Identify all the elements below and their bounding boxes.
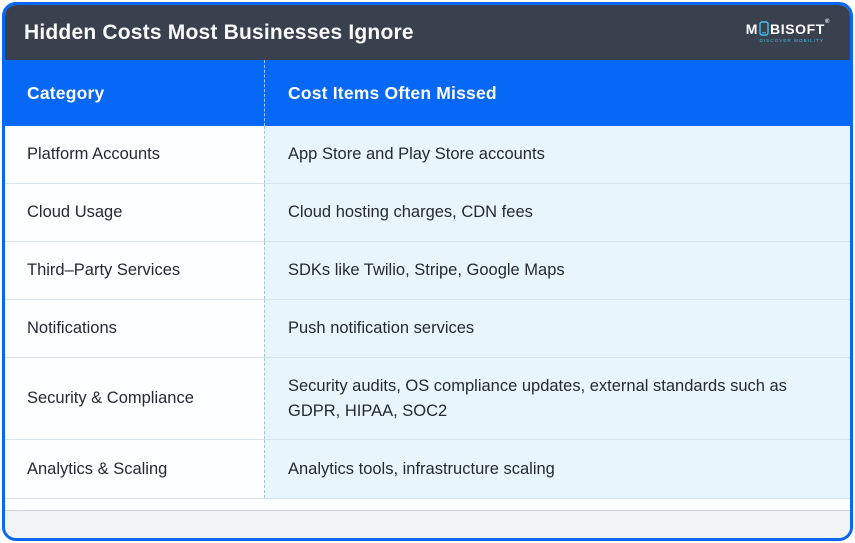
category-cell: Platform Accounts <box>5 126 264 183</box>
items-cell: Security audits, OS compliance updates, … <box>264 358 850 439</box>
column-header-category: Category <box>27 82 105 103</box>
category-cell: Third–Party Services <box>5 242 264 299</box>
title-bar: Hidden Costs Most Businesses Ignore M BI… <box>5 5 850 60</box>
table-row: Notifications Push notification services <box>5 300 850 358</box>
table-row: Analytics & Scaling Analytics tools, inf… <box>5 440 850 499</box>
logo-wordmark: M BISOFT ® <box>745 19 830 37</box>
table-header-row: Category Cost Items Often Missed <box>5 60 850 126</box>
items-cell: App Store and Play Store accounts <box>264 126 850 183</box>
items-cell: Cloud hosting charges, CDN fees <box>264 184 850 241</box>
table-row: Security & Compliance Security audits, O… <box>5 358 850 440</box>
card-footer <box>5 510 850 538</box>
logo-text-suffix: BISOFT <box>770 20 825 37</box>
category-cell: Security & Compliance <box>5 358 264 439</box>
table-body: Platform Accounts App Store and Play Sto… <box>5 126 850 510</box>
items-cell: Push notification services <box>264 300 850 357</box>
column-header-cost-items: Cost Items Often Missed <box>264 60 850 126</box>
page-title: Hidden Costs Most Businesses Ignore <box>24 20 414 44</box>
category-cell: Notifications <box>5 300 264 357</box>
category-cell: Cloud Usage <box>5 184 264 241</box>
phone-icon <box>759 21 769 36</box>
table-row: Third–Party Services SDKs like Twilio, S… <box>5 242 850 300</box>
category-cell: Analytics & Scaling <box>5 440 264 498</box>
items-cell: SDKs like Twilio, Stripe, Google Maps <box>264 242 850 299</box>
logo-text-prefix: M <box>745 20 759 37</box>
logo-tagline: DISCOVER MOBILITY <box>759 38 824 44</box>
table-row: Platform Accounts App Store and Play Sto… <box>5 126 850 184</box>
items-cell: Analytics tools, infrastructure scaling <box>264 440 850 498</box>
table-row: Cloud Usage Cloud hosting charges, CDN f… <box>5 184 850 242</box>
mobisoft-logo: M BISOFT ® DISCOVER MOBILITY <box>745 19 830 44</box>
registered-trademark: ® <box>824 19 830 26</box>
